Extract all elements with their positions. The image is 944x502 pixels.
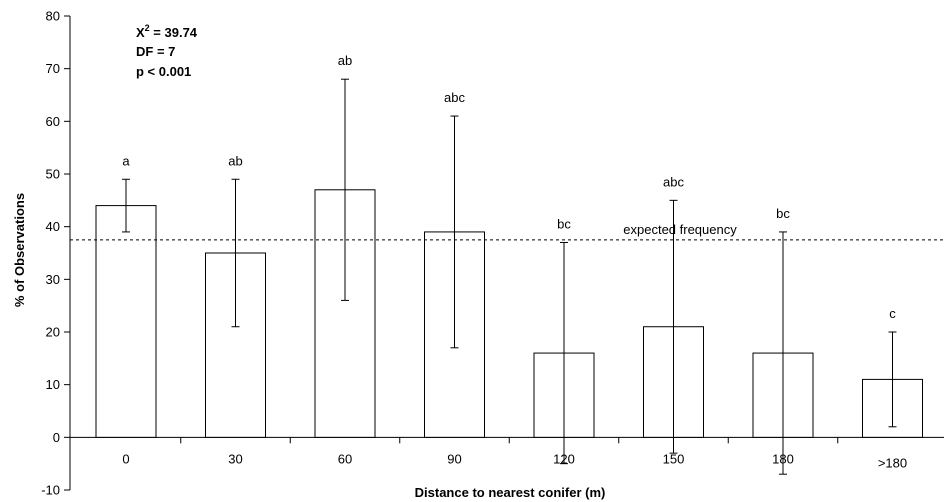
chi-superscript: 2 xyxy=(145,23,150,33)
y-tick-label: -10 xyxy=(41,483,60,498)
y-tick-label: 0 xyxy=(53,430,60,445)
y-tick-label: 40 xyxy=(46,219,60,234)
significance-label: abc xyxy=(444,90,465,105)
significance-label: a xyxy=(122,153,130,168)
significance-label: bc xyxy=(557,216,571,231)
x-tick-label: 180 xyxy=(772,451,794,466)
y-tick-label: 80 xyxy=(46,9,60,24)
bars xyxy=(95,189,923,438)
significance-label: ab xyxy=(228,153,242,168)
x-tick-label: 30 xyxy=(228,451,242,466)
significance-labels: a ab ab abc bc abc bc c xyxy=(122,53,896,321)
x-tick-label: >180 xyxy=(878,455,907,470)
reference-line-group: expected frequency xyxy=(70,222,944,241)
significance-label: c xyxy=(889,306,896,321)
x-tick-label: 150 xyxy=(663,451,685,466)
y-axis-title: % of Observations xyxy=(12,193,27,307)
p-value-stat: p < 0.001 xyxy=(136,64,191,79)
significance-label: abc xyxy=(663,174,684,189)
y-tick-label: 20 xyxy=(46,325,60,340)
y-axis-ticks: -10 0 10 20 30 40 50 60 70 80 xyxy=(41,9,70,498)
x-tick-label: 90 xyxy=(447,451,461,466)
y-tick-label: 60 xyxy=(46,114,60,129)
y-tick-label: 50 xyxy=(46,167,60,182)
chi-value: = 39.74 xyxy=(150,25,198,40)
stats-box: X2 = 39.74 DF = 7 p < 0.001 xyxy=(136,23,198,79)
error-bars xyxy=(122,78,897,475)
chi-label: X xyxy=(136,25,145,40)
x-tick-label: 0 xyxy=(122,451,129,466)
y-tick-label: 10 xyxy=(46,377,60,392)
chi-square-stat: X2 = 39.74 xyxy=(136,23,198,40)
df-stat: DF = 7 xyxy=(136,44,175,59)
significance-label: bc xyxy=(776,206,790,221)
y-tick-label: 30 xyxy=(46,272,60,287)
x-tick-label: 120 xyxy=(553,451,575,466)
x-tick-label: 60 xyxy=(338,451,352,466)
y-tick-label: 70 xyxy=(46,61,60,76)
significance-label: ab xyxy=(338,53,352,68)
bar xyxy=(95,205,157,438)
expected-frequency-label: expected frequency xyxy=(623,222,737,237)
x-axis-ticks: 0 30 60 90 120 150 180 >180 xyxy=(122,437,907,470)
x-axis-title: Distance to nearest conifer (m) xyxy=(415,485,606,500)
